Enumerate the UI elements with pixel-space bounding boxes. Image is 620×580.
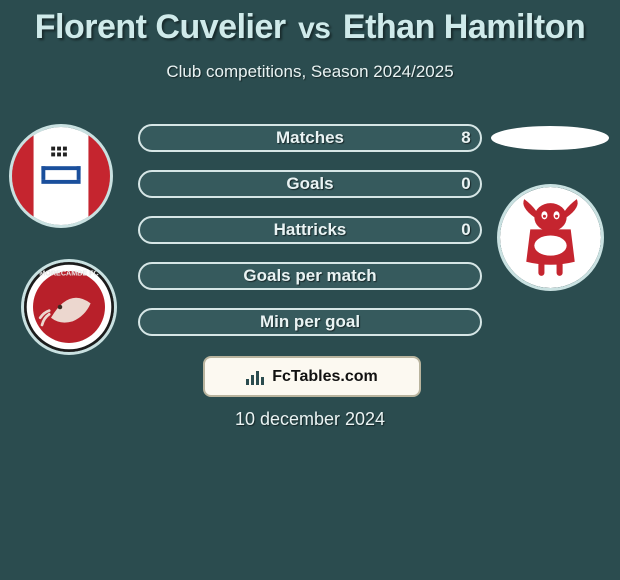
vs-text: vs — [290, 12, 338, 45]
player-left-photo — [9, 124, 113, 228]
title-row: Florent Cuvelier vs Ethan Hamilton — [0, 8, 620, 47]
stat-value-right: 8 — [452, 128, 480, 148]
stat-label: Hattricks — [168, 220, 452, 240]
fctables-label: FcTables.com — [272, 368, 378, 386]
stat-label: Goals — [168, 174, 452, 194]
svg-text:MORECAMBE FC: MORECAMBE FC — [39, 269, 99, 278]
stat-label: Min per goal — [168, 312, 452, 332]
right-oval — [491, 126, 609, 150]
player-left-name: Florent Cuvelier — [35, 8, 286, 46]
comparison-card: Florent Cuvelier vs Ethan Hamilton Club … — [0, 0, 620, 580]
bar-chart-icon — [246, 369, 266, 385]
stat-value-right: 0 — [452, 220, 480, 240]
date-text: 10 december 2024 — [0, 409, 620, 430]
stat-row: Min per goal — [138, 308, 482, 336]
crest-left-icon: MORECAMBE FC — [24, 262, 114, 352]
stat-label: Goals per match — [168, 266, 452, 286]
stat-row: Goals0 — [138, 170, 482, 198]
player-right-name: Ethan Hamilton — [343, 8, 585, 46]
jersey-icon — [12, 127, 110, 225]
stat-row: Goals per match — [138, 262, 482, 290]
team-left-crest: MORECAMBE FC — [21, 259, 117, 355]
stat-label: Matches — [168, 128, 452, 148]
subtitle-text: Club competitions, Season 2024/2025 — [0, 62, 620, 82]
crest-right-icon — [500, 187, 601, 288]
stat-row: Matches8 — [138, 124, 482, 152]
stat-row: Hattricks0 — [138, 216, 482, 244]
fctables-badge: FcTables.com — [203, 356, 421, 397]
team-right-crest — [497, 184, 604, 291]
stat-value-right: 0 — [452, 174, 480, 194]
